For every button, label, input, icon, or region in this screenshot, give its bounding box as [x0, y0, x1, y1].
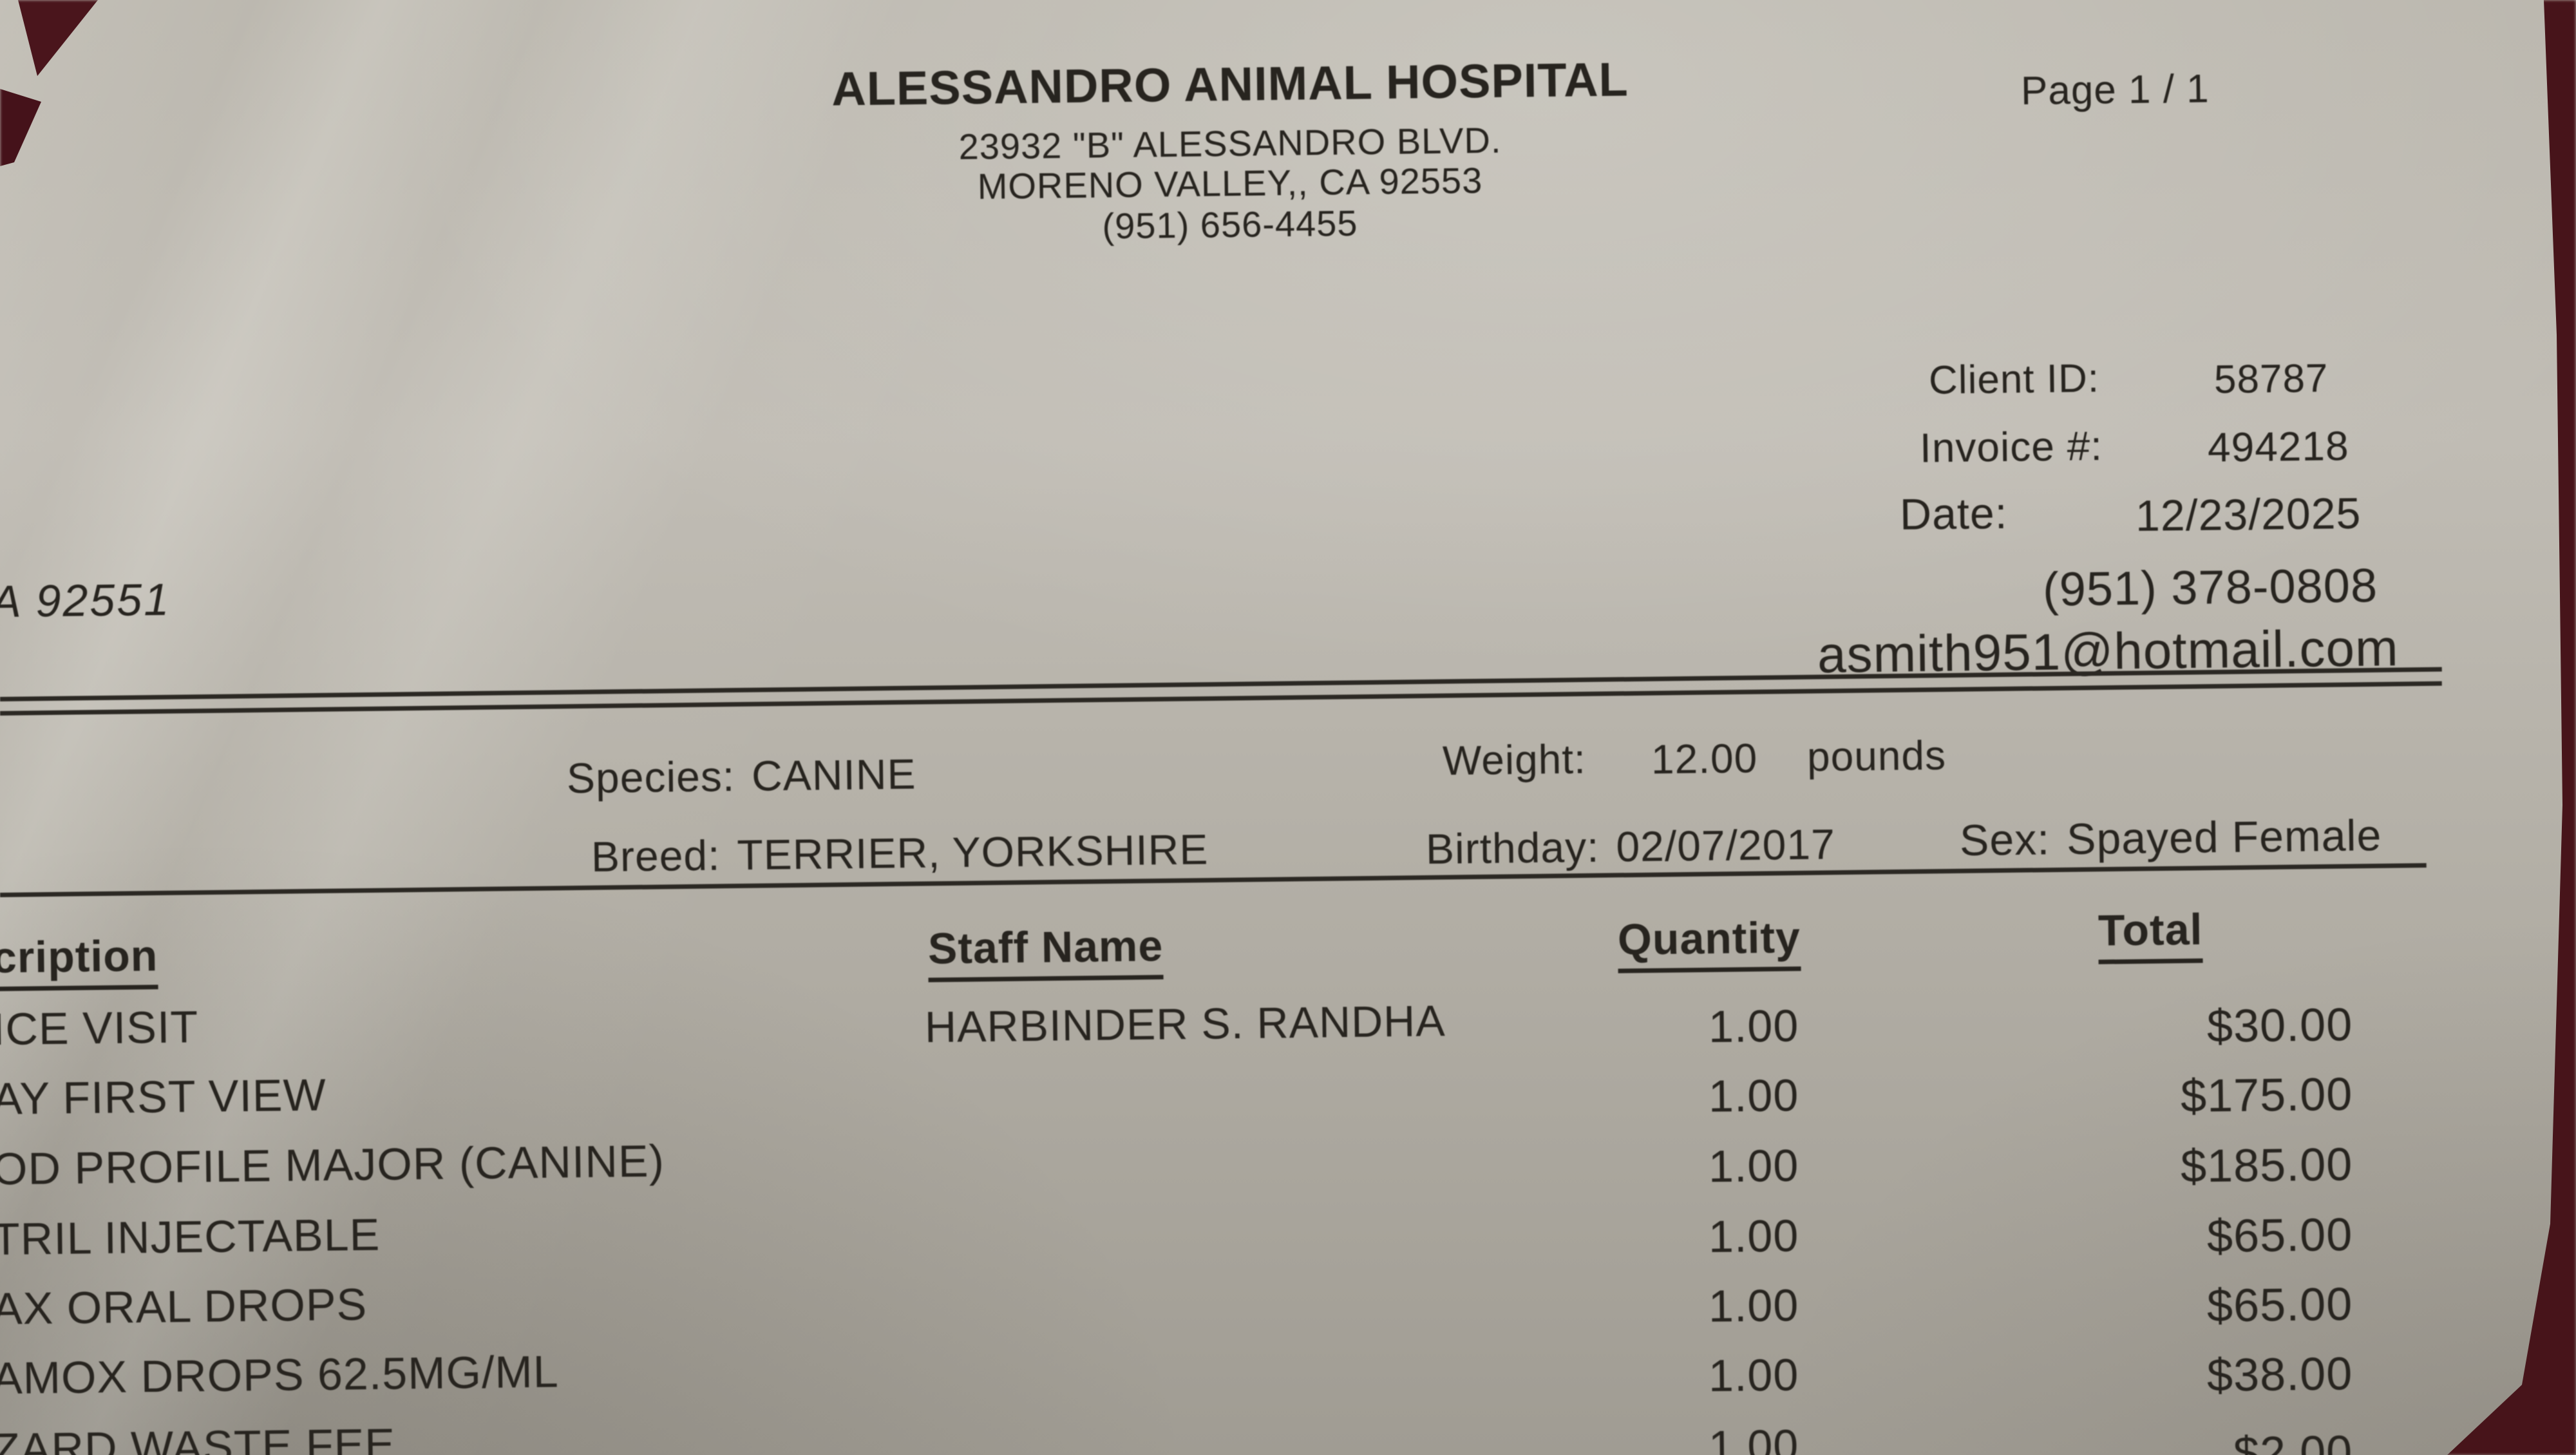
row-quantity: 1.00	[1708, 1210, 1799, 1262]
species-label: Species:	[566, 752, 735, 802]
row-description: AX ORAL DROPS	[0, 1279, 368, 1334]
sex-value: Spayed Female	[2066, 810, 2382, 864]
header-description: cription	[0, 931, 158, 991]
invoice-number-label: Invoice #:	[1919, 423, 2103, 471]
weight-value: 12.00	[1651, 734, 1758, 783]
row-description: OD PROFILE MAJOR (CANINE)	[0, 1136, 665, 1194]
row-description: AMOX DROPS 62.5MG/ML	[0, 1346, 560, 1403]
client-address-fragment: A 92551	[0, 574, 171, 627]
sex-line: Sex: Spayed Female	[1960, 810, 2382, 866]
row-total: $38.00	[2206, 1348, 2353, 1402]
header-total: Total	[2098, 904, 2204, 964]
client-phone: (951) 378-0808	[2042, 558, 2378, 616]
header-quantity: Quantity	[1617, 913, 1801, 973]
row-total: $65.00	[2206, 1279, 2353, 1332]
breed-line: Breed: TERRIER, YORKSHIRE	[591, 824, 1209, 881]
invoice-date-label: Date:	[1900, 489, 2009, 540]
row-description: ICE VISIT	[0, 1002, 199, 1054]
row-description: TRIL INJECTABLE	[0, 1209, 381, 1264]
weight-label: Weight:	[1442, 736, 1587, 784]
row-quantity: 1.00	[1708, 1140, 1799, 1192]
birthday-value: 02/07/2017	[1615, 820, 1836, 871]
row-total: $185.00	[2180, 1139, 2353, 1193]
row-total: $2.00	[2233, 1427, 2353, 1455]
row-total: $65.00	[2206, 1209, 2353, 1262]
row-description: AY FIRST VIEW	[0, 1069, 327, 1124]
species-line: Species: CANINE	[567, 749, 916, 803]
row-quantity: 1.00	[1708, 1349, 1799, 1401]
weight-unit: pounds	[1806, 732, 1947, 780]
row-quantity: 1.00	[1708, 1070, 1799, 1121]
birthday-label: Birthday:	[1425, 823, 1600, 873]
row-quantity: 1.00	[1708, 1420, 1799, 1455]
species-value: CANINE	[751, 750, 916, 800]
row-quantity: 1.00	[1708, 1000, 1799, 1052]
row-total: $175.00	[2180, 1069, 2353, 1123]
sex-label: Sex:	[1959, 815, 2050, 865]
breed-label: Breed:	[591, 831, 721, 880]
row-staff-name: HARBINDER S. RANDHA	[924, 996, 1446, 1052]
invoice-number-value: 494218	[2208, 423, 2350, 471]
divider-single-rule	[0, 862, 2427, 897]
page-indicator: Page 1 / 1	[2020, 66, 2210, 113]
invoice-date-value: 12/23/2025	[2135, 489, 2362, 541]
birthday-line: Birthday: 02/07/2017	[1426, 819, 1836, 873]
clinic-name: ALESSANDRO ANIMAL HOSPITAL	[831, 52, 1629, 116]
row-total: $30.00	[2206, 999, 2353, 1052]
row-quantity: 1.00	[1708, 1280, 1799, 1331]
client-id-value: 58787	[2213, 356, 2329, 403]
breed-value: TERRIER, YORKSHIRE	[736, 825, 1209, 879]
header-staff-name: Staff Name	[927, 921, 1164, 982]
client-id-label: Client ID:	[1928, 356, 2100, 403]
row-description: ZARD WASTE FEE	[0, 1419, 396, 1455]
